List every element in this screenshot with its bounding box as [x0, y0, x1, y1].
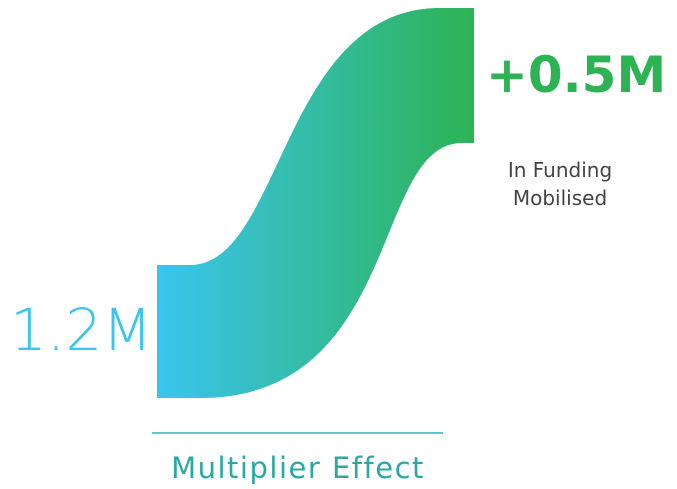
- added-caption-line: Mobilised: [513, 186, 607, 210]
- start-value: 1.2M: [10, 296, 152, 364]
- added-caption-line: In Funding: [508, 158, 612, 182]
- growth-band: [157, 8, 474, 398]
- footer: Multiplier Effect: [171, 451, 425, 485]
- added-value: +0.5M: [486, 46, 666, 104]
